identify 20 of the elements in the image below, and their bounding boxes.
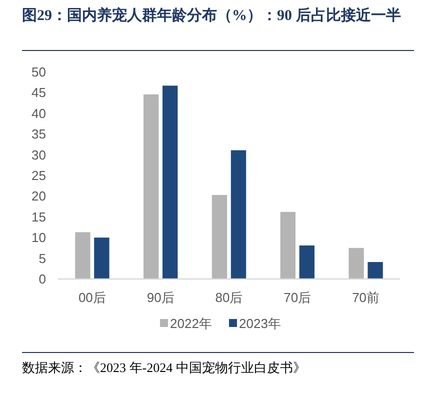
y-tick-label: 35 (32, 126, 46, 142)
y-tick-label: 15 (32, 209, 46, 224)
y-tick-label: 25 (32, 168, 46, 183)
x-tick-label: 70后 (284, 290, 312, 305)
y-tick-label: 45 (32, 85, 46, 100)
y-tick-label: 50 (32, 64, 46, 80)
x-tick-label: 80后 (215, 290, 243, 305)
x-tick-label: 70前 (352, 290, 380, 305)
y-tick-label: 10 (32, 230, 46, 246)
x-tick-label: 00后 (78, 290, 106, 305)
y-tick-label: 5 (38, 250, 46, 266)
x-tick-label: 90后 (146, 290, 174, 305)
source-note: 数据来源：《2023 年-2024 中国宠物行业白皮书》 (22, 359, 307, 377)
y-tick-label: 20 (32, 188, 46, 204)
y-tick-label: 40 (32, 106, 46, 121)
y-tick-label: 30 (32, 147, 46, 162)
y-tick-label: 0 (38, 272, 46, 286)
chart-title: 图29：国内养宠人群年龄分布（%）：90 后占比接近一半 (22, 6, 402, 26)
legend-label: 2022年 (170, 316, 212, 331)
legend-label: 2023年 (239, 316, 281, 331)
